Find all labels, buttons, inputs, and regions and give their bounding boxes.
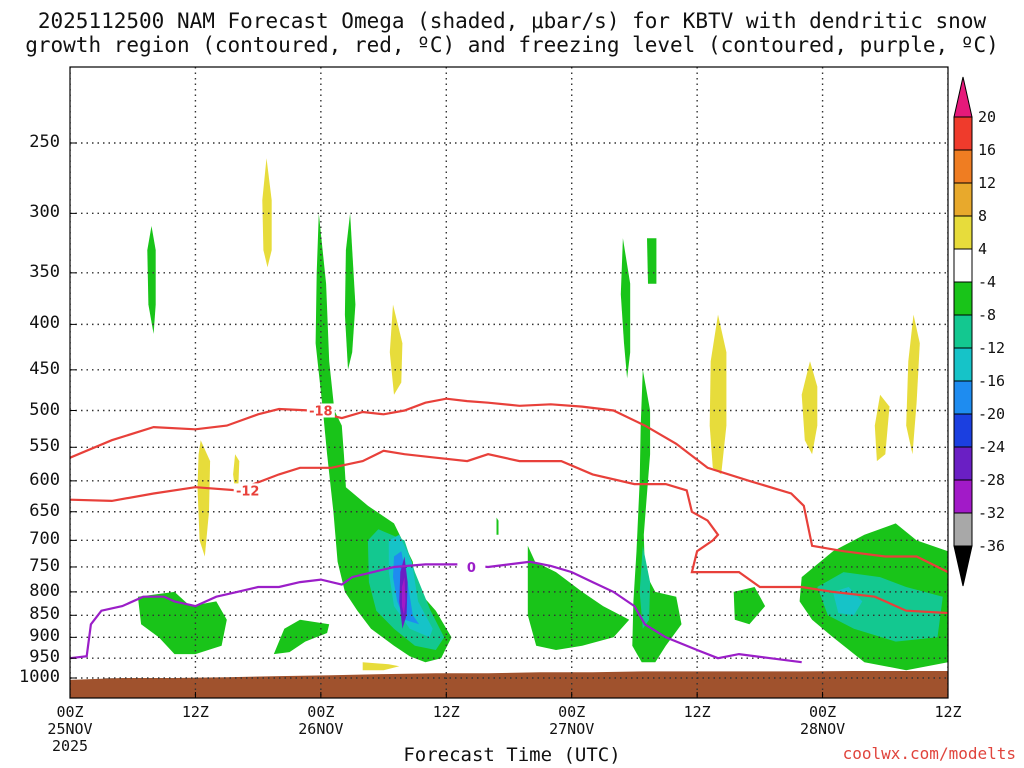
colorbar-label: 20 [978,108,997,126]
colorbar-bin-11 [953,446,973,481]
omega-region-2 [315,213,452,663]
colorbar-bin-13 [953,512,973,547]
x-tick-label: 00Z [558,703,586,721]
y-tick-label: 900 [29,626,60,647]
colorbar-label: -32 [978,504,1006,522]
omega-region-1 [262,158,272,268]
chart-title-line2: growth region (contoured, red, ºC) and f… [25,33,999,57]
contour-label-bg-2 [457,559,486,574]
x-tick-date-label: 2025 [51,737,89,755]
x-tick-label: 00Z [307,703,335,721]
colorbar-label: -4 [978,273,997,291]
colorbar-label: -20 [978,405,1006,423]
chart-title-line1: 2025112500 NAM Forecast Omega (shaded, μ… [37,9,987,33]
y-tick-label: 850 [29,604,60,625]
x-tick-date-label: 28NOV [799,720,846,738]
y-tick-label: 750 [29,555,60,576]
omega-region-17 [620,238,631,379]
dendritic-contour-0 [70,397,948,574]
colorbar-label: -12 [978,339,1006,357]
omega-region-18 [647,238,657,284]
omega-region-8 [401,577,406,616]
omega-region-15 [496,517,499,535]
omega-region-11 [233,454,240,491]
plot-area: -18 -12 0 [70,67,948,698]
omega-region-12 [137,591,227,655]
omega-region-10 [197,440,211,557]
x-tick-label: 12Z [683,703,711,721]
omega-region-16 [527,545,630,650]
colorbar-label: -8 [978,306,997,324]
contour-label-0: -18 [309,405,333,420]
contour-label-2: 0 [467,561,476,576]
credit-link[interactable]: coolwx.com/modelts [842,744,1016,763]
colorbar-label: -16 [978,372,1006,390]
omega-region-22 [801,361,818,455]
omega-region-21 [709,314,727,475]
y-tick-label: 450 [29,358,60,379]
x-tick-label: 12Z [181,703,209,721]
y-tick-label: 800 [29,580,60,601]
x-tick-label: 12Z [934,703,962,721]
omega-region-24 [906,314,920,455]
x-tick-date-label: 27NOV [549,720,595,738]
colorbar-bin-5 [953,248,973,283]
omega-region-25 [733,587,766,625]
omega-region-9 [389,304,403,395]
y-tick-label: 400 [29,313,60,334]
x-tick-label: 12Z [432,703,460,721]
colorbar-bin-top [953,76,973,118]
y-tick-label: 350 [29,261,60,282]
colorbar-label: -24 [978,438,1006,456]
x-tick-date-label: 26NOV [298,720,344,738]
omega-region-19 [632,369,682,663]
colorbar-bin-1 [953,116,973,151]
contour-label-bg-1 [233,483,262,498]
dendritic-contour-1 [70,449,948,615]
colorbar-bin-10 [953,413,973,448]
colorbar-bin-2 [953,149,973,184]
x-axis-label: Forecast Time (UTC) [403,744,621,766]
x-tick-label: 00Z [809,703,837,721]
colorbar-bin-3 [953,182,973,217]
colorbar-label: 4 [978,240,988,258]
colorbar-bin-8 [953,347,973,382]
omega-region-23 [874,394,890,462]
y-tick-label: 600 [29,469,60,490]
y-tick-label: 650 [29,500,60,521]
colorbar-label: -28 [978,471,1006,489]
y-tick-label: 700 [29,529,60,550]
plot-frame [69,66,949,699]
colorbar-bin-12 [953,479,973,514]
colorbar-bin-bottom [953,545,973,587]
colorbar-bin-6 [953,281,973,316]
colorbar-label: 16 [978,141,997,159]
x-tick-label: 00Z [56,703,84,721]
y-tick-label: 500 [29,399,60,420]
y-tick-label: 300 [29,202,60,223]
terrain-surface [70,671,948,698]
colorbar-label: 12 [978,174,997,192]
colorbar-bin-7 [953,314,973,349]
x-tick-date-label: 25NOV [47,720,93,738]
y-tick-label: 250 [29,132,60,152]
freezing-level-contour-2 [70,560,802,664]
colorbar-label: 8 [978,207,988,225]
contour-label-bg-0 [306,403,335,418]
omega-region-3 [344,213,356,370]
omega-region-0 [147,226,156,334]
colorbar-bin-4 [953,215,973,250]
y-tick-label: 950 [29,647,60,668]
colorbar-bin-9 [953,380,973,415]
colorbar-label: -36 [978,537,1006,555]
y-tick-label: 1000 [19,667,60,687]
y-tick-label: 550 [29,436,60,457]
omega-region-14 [362,662,400,671]
contour-label-1: -12 [236,484,260,499]
